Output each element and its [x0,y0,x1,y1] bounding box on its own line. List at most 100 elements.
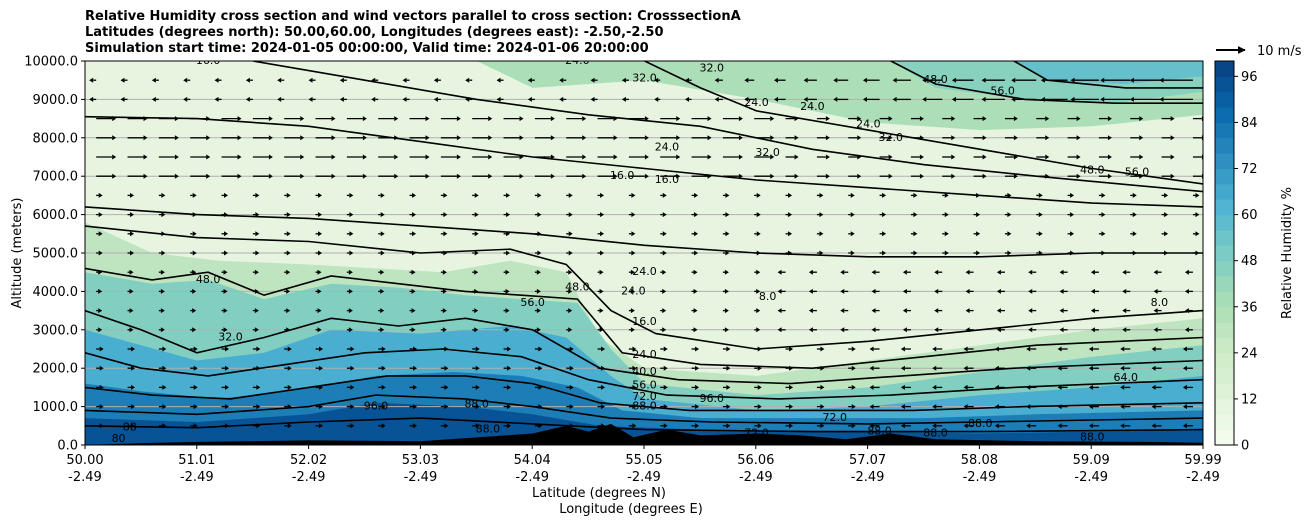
wind-vector [190,423,198,429]
wind-vector [816,250,824,256]
wind-vector [1151,346,1162,352]
wind-vector [1090,327,1099,333]
wind-vector [127,404,136,410]
wind-vector [1120,346,1131,352]
wind-vector [685,96,692,102]
wind-vector [1090,269,1099,275]
wind-vector [1130,173,1144,179]
contour-label: 32.0 [879,131,904,144]
wind-vector [654,96,661,102]
wind-vector [1004,154,1018,160]
wind-vector [900,423,911,429]
y-tick-label: 4000.0 [33,285,79,300]
contour-label: 8.0 [1151,296,1169,309]
wind-vector [691,135,712,141]
wind-vector [440,288,447,294]
wind-vector [566,346,574,352]
wind-vector [534,173,555,179]
wind-vector [848,116,862,122]
wind-vector [597,327,604,333]
wind-vector [409,116,430,122]
x-tick: 55.05 -2.49 [625,445,663,485]
wind-vector [158,116,179,122]
wind-vector [722,173,743,179]
wind-vector [816,135,830,141]
wind-vector [1130,250,1137,256]
wind-vector [440,173,461,179]
wind-vector [691,346,700,352]
chart-title-line-3: Simulation start time: 2024-01-05 00:00:… [85,41,649,56]
wind-vector [346,423,355,429]
wind-vector [190,192,197,198]
wind-vector [503,288,510,294]
wind-vector [127,346,136,352]
wind-vector [1192,192,1200,198]
wind-vector [1067,192,1075,198]
wind-vector [597,250,605,256]
contour-label: 72.0 [632,390,657,403]
wind-vector [433,96,441,102]
x-tick-label-lat: 57.07 [849,453,886,468]
wind-vector [534,192,542,198]
wind-vector [252,346,261,352]
contour-label: 16.0 [655,173,680,186]
wind-vector [221,173,242,179]
wind-vector [472,384,480,390]
wind-vector [190,404,198,410]
wind-vector [409,231,417,237]
wind-vector [465,96,473,102]
wind-vector [503,231,511,237]
wind-vector [284,288,291,294]
wind-vector [722,423,731,429]
wind-vector [440,250,448,256]
wind-vector [308,96,316,102]
wind-vector [190,384,198,390]
wind-vector [190,269,197,275]
wind-vector [378,365,386,371]
colorbar-segment [1215,76,1234,93]
wind-vector [409,212,417,218]
wind-vector [409,154,430,160]
wind-vector [534,154,555,160]
contour-line [85,417,1203,433]
wind-vector [96,192,103,198]
wind-vector [691,327,698,333]
wind-vector [1151,365,1162,371]
wind-vector [277,77,285,83]
wind-vector [315,135,336,141]
wind-vector [973,250,981,256]
wind-vector [158,288,165,294]
wind-vector [848,231,855,237]
wind-vector [1130,212,1137,218]
wind-vector [973,192,981,198]
wind-vector [590,77,598,83]
wind-vector [660,154,681,160]
wind-vector [96,135,117,141]
wind-vector [848,384,856,390]
wind-vector [808,327,817,333]
wind-vector [252,327,259,333]
wind-vector [785,173,799,179]
wind-vector [777,269,786,275]
contour-label: 88.0 [867,425,892,438]
colorbar-segment [1215,61,1234,77]
wind-vector [127,250,135,256]
wind-vector [378,192,385,198]
wind-vector [597,365,606,371]
wind-vector [1153,288,1162,294]
wind-vector [1036,212,1043,218]
colorbar-tick-label: 60 [1241,208,1258,223]
wind-vector [503,154,524,160]
wind-vector [284,212,291,218]
wind-vector [1120,384,1131,390]
wind-vector [965,327,974,333]
y-tick-label: 3000.0 [33,323,79,338]
wind-vector [722,116,743,122]
wind-vector [127,231,135,237]
wind-vector [378,308,385,314]
wind-vector [1067,212,1075,218]
wind-vector [722,346,731,352]
wind-vector [1057,346,1068,352]
wind-vector [879,250,887,256]
colorbar-segment [1215,383,1234,400]
